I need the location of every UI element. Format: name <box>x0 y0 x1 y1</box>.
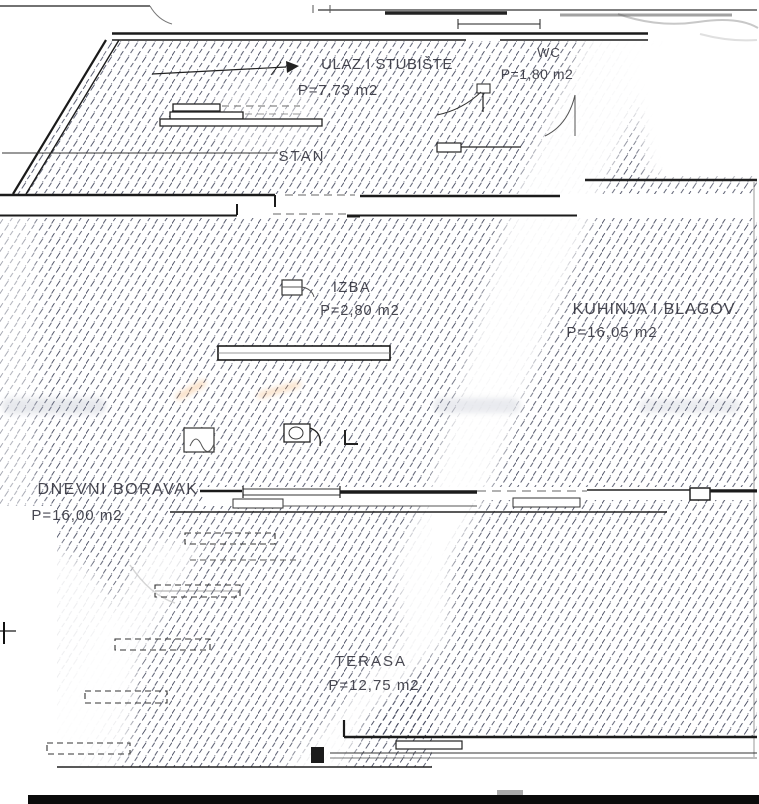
fixture-izba-symbol <box>281 279 303 296</box>
room-label-wc-area: P=1,80 m2 <box>501 66 574 82</box>
fixtures <box>183 142 521 453</box>
fixture-wall-panel <box>436 142 462 153</box>
room-label-izba-name: IZBA <box>333 280 371 296</box>
window-glass-1 <box>243 488 340 496</box>
fixture-basin-pipe <box>309 427 321 447</box>
watermark-smudge-center <box>434 398 520 413</box>
watermark-smudge-left <box>2 398 106 414</box>
room-label-ulaz-name: ULAZ I STUBIŠTE <box>321 56 453 73</box>
window-sill-box-1 <box>232 498 284 509</box>
scan-gray-curve-topright-1 <box>617 13 759 29</box>
fixture-basin-bowl <box>288 426 304 440</box>
room-label-terasa-name: TERASA <box>335 653 407 670</box>
wall-top-parapet-curve <box>149 5 173 25</box>
window-wall-south <box>170 486 757 513</box>
room-label-terasa-area: P=12,75 m2 <box>328 677 419 694</box>
scan-marks <box>0 622 759 804</box>
wall-left-slanted-outer <box>12 39 107 195</box>
room-label-izba-area: P=2,80 m2 <box>320 303 400 319</box>
room-label-dnevni-name: DNEVNI BORAVAK <box>38 481 199 498</box>
scan-white-bottomright-strip <box>432 762 759 795</box>
watermark-smudge-right <box>640 399 740 413</box>
watermark-orange-mark-2 <box>257 381 301 399</box>
room-label-wc-name: WC <box>537 45 561 60</box>
fixture-boiler-wave <box>189 438 215 452</box>
room-labels: ULAZ I STUBIŠTE P=7,73 m2 WC P=1,80 m2 S… <box>31 45 740 694</box>
room-label-dnevni-area: P=16,00 m2 <box>31 507 122 524</box>
terrace-step-dashed <box>46 742 131 755</box>
room-label-stan: STAN <box>279 148 326 165</box>
window-pier-box <box>689 487 711 501</box>
wc-door-hinge-block <box>476 83 491 94</box>
wall-bottom-dark-block <box>311 747 324 763</box>
room-label-kuhinja-name: KUHINJA I BLAGOV. <box>573 301 740 318</box>
terrace <box>46 532 432 768</box>
watermark-orange-mark-1 <box>175 379 207 401</box>
stair-direction-arrowhead <box>286 61 299 73</box>
scan-gray-curve-topright-2 <box>699 33 758 42</box>
wall-left-slanted-inner <box>25 39 120 195</box>
terrace-step-dashed <box>184 532 276 545</box>
fixture-boiler <box>183 427 215 453</box>
wall-top-ticks <box>312 5 331 13</box>
scan-white-bottomleft-fade <box>0 540 135 804</box>
stair-arrow-slash <box>270 61 282 76</box>
scan-white-right-edge <box>757 0 759 804</box>
kitchen-corner-hook <box>344 430 358 445</box>
scan-bar-gray-notch <box>497 790 523 796</box>
terrace-step-dashed <box>84 690 168 704</box>
hatch-livingroom-sliver <box>0 487 203 506</box>
staircase <box>2 61 323 154</box>
watermarks <box>2 379 740 414</box>
dimension-line-wc <box>457 19 541 29</box>
room-label-ulaz-area: P=7,73 m2 <box>298 82 378 99</box>
scan-white-topright-core <box>664 36 759 176</box>
scan-white-stair-fade <box>210 78 320 154</box>
stair-tread <box>159 118 323 127</box>
walls <box>0 5 757 757</box>
scan-white-left-strip-fade <box>0 200 36 530</box>
doors <box>436 83 576 137</box>
wc-door-swing-arc <box>436 91 482 116</box>
fixture-izba-symbol-detail <box>282 286 315 298</box>
stair-direction-line <box>151 66 287 75</box>
stair-tread <box>172 103 221 112</box>
terrace-step-dashed <box>114 638 211 651</box>
scan-bottom-black-bar <box>28 795 759 804</box>
entry-door-swing-arc <box>544 94 576 137</box>
window-sill-box-2 <box>512 497 581 508</box>
window-wall-bottom <box>311 720 757 763</box>
fixture-basin <box>283 423 311 443</box>
scan-gray-curl-terrace <box>129 564 176 604</box>
stair-tread <box>169 111 244 120</box>
room-label-kuhinja-area: P=16,05 m2 <box>566 324 657 341</box>
window-sill-box-bottom <box>395 740 463 750</box>
